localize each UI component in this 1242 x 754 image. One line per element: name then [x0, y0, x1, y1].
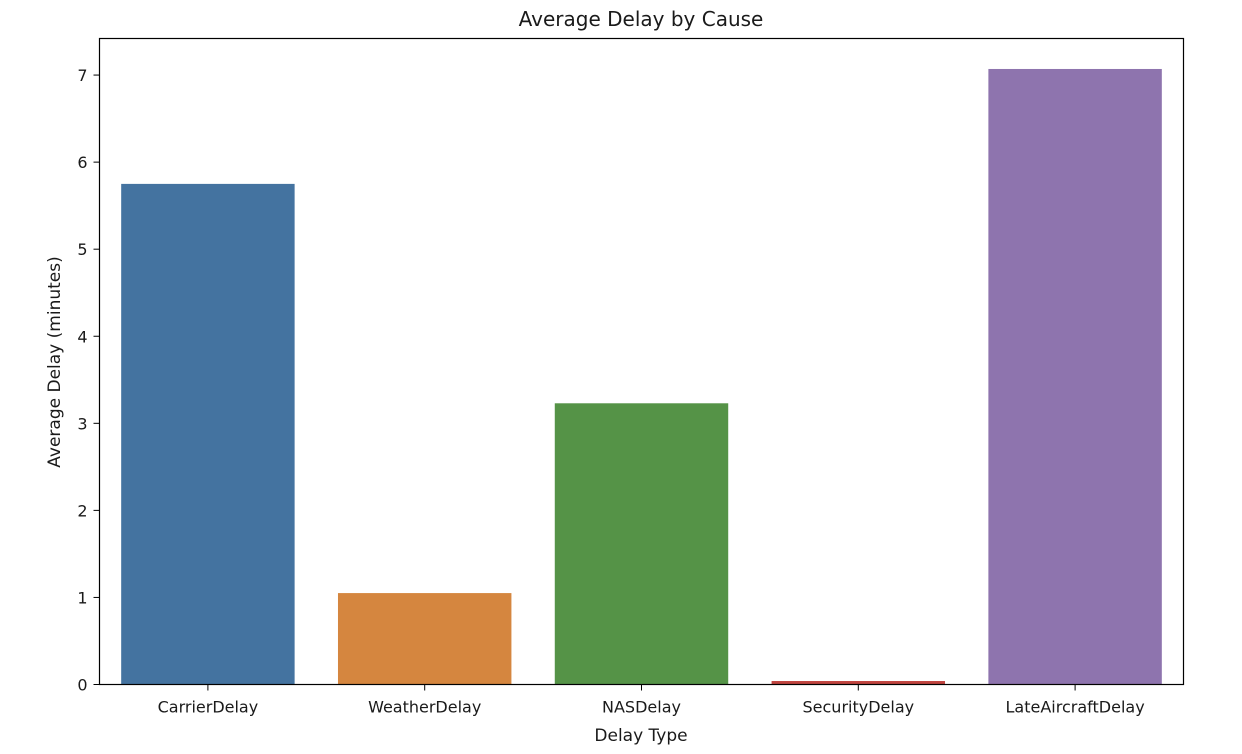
y-axis-label: Average Delay (minutes) [45, 256, 65, 467]
y-tick-label: 4 [77, 327, 87, 346]
y-tick-label: 0 [77, 676, 87, 695]
bar-LateAircraftDelay [988, 68, 1162, 685]
bar-NASDelay [554, 403, 729, 685]
x-axis-ticks: CarrierDelay WeatherDelay NASDelay Security… [158, 684, 1145, 717]
y-tick-label: 7 [77, 66, 87, 85]
chart-title: Average Delay by Cause [519, 7, 764, 31]
y-tick-label: 1 [77, 588, 87, 607]
bars-group [121, 68, 1162, 685]
y-axis-ticks: 0 1 2 3 4 5 6 7 [77, 66, 100, 695]
y-tick-label: 6 [77, 153, 87, 172]
x-tick-label: LateAircraftDelay [1006, 698, 1145, 717]
x-tick-label: CarrierDelay [158, 698, 259, 717]
bar-SecurityDelay [771, 681, 946, 685]
bar-WeatherDelay [337, 593, 512, 685]
x-tick-label: NASDelay [602, 698, 681, 717]
y-tick-label: 2 [77, 501, 87, 520]
x-tick-label: SecurityDelay [803, 698, 915, 717]
y-tick-label: 3 [77, 414, 87, 433]
plot-frame [98, 37, 1185, 686]
y-tick-label: 5 [77, 240, 87, 259]
x-axis-label: Delay Type [594, 726, 687, 746]
bar-CarrierDelay [121, 183, 295, 685]
x-tick-label: WeatherDelay [368, 698, 481, 717]
